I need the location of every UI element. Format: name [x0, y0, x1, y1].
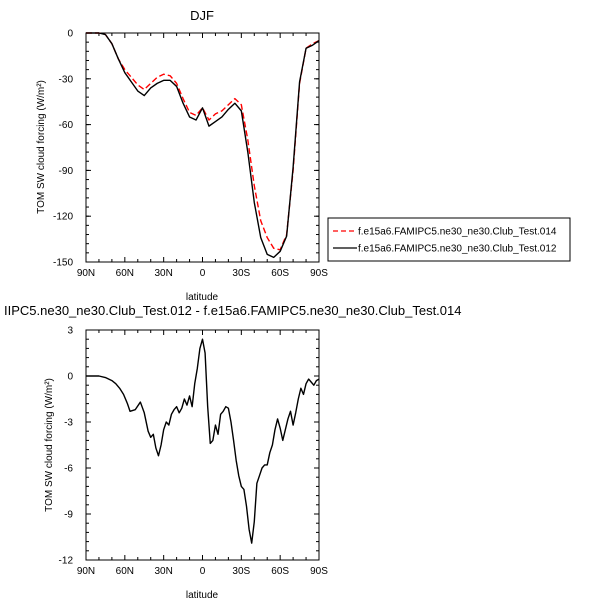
- bottom-plot-y-axis-label: TOM SW cloud forcing (W/m²): [44, 378, 55, 512]
- legend-label-test-012: f.e15a6.FAMIPC5.ne30_ne30.Club_Test.012: [358, 244, 557, 255]
- bottom-plot-y-tick-label: -12: [59, 556, 74, 567]
- top-plot-x-tick-label: 30N: [154, 268, 172, 279]
- top-plot-y-tick-label: -150: [53, 258, 73, 269]
- bottom-plot-y-tick-label: -3: [64, 418, 73, 429]
- top-plot-y-tick-label: -60: [59, 120, 74, 131]
- top-plot-series-line-1: [86, 32, 320, 259]
- bottom-plot-x-tick-label: 60S: [271, 566, 289, 577]
- top-plot-x-axis-label: latitude: [186, 292, 219, 303]
- bottom-plot-x-tick-label: 30N: [154, 566, 172, 577]
- top-plot: DJF 90N 60N 30N 0 30S 60S 90S 0 -30 -60 -90 -120 -15…: [36, 8, 571, 303]
- top-plot-y-tick-label: -30: [59, 74, 74, 85]
- top-plot-y-tick-label: -90: [59, 166, 74, 177]
- bottom-plot-x-tick-label: 0: [200, 566, 206, 577]
- bottom-plot-x-tick-label: 90N: [77, 566, 95, 577]
- bottom-plot-y-tick-label: -9: [64, 510, 73, 521]
- bottom-plot-x-axis-label: latitude: [186, 590, 219, 601]
- bottom-plot-frame: [85, 329, 320, 561]
- bottom-plot-y-tick-label: 0: [67, 372, 73, 383]
- top-plot-x-tick-label: 30S: [232, 268, 250, 279]
- bottom-plot-x-tick-label: 90S: [310, 566, 328, 577]
- top-plot-x-tick-label: 90N: [77, 268, 95, 279]
- bottom-plot-x-tick-label: 30S: [232, 566, 250, 577]
- top-plot-x-tick-label: 60N: [116, 268, 134, 279]
- legend-label-test-014: f.e15a6.FAMIPC5.ne30_ne30.Club_Test.014: [358, 227, 557, 238]
- top-plot-y-tick-label: -120: [53, 212, 73, 223]
- top-plot-frame: [85, 32, 320, 263]
- bottom-plot: IIPC5.ne30_ne30.Club_Test.012 - f.e15a6.…: [4, 303, 461, 601]
- top-plot-x-tick-label: 60S: [271, 268, 289, 279]
- bottom-plot-title: IIPC5.ne30_ne30.Club_Test.012 - f.e15a6.…: [4, 303, 461, 318]
- bottom-plot-y-tick-label: -6: [64, 464, 73, 475]
- bottom-plot-series-line-0: [86, 338, 320, 544]
- top-plot-title: DJF: [190, 8, 214, 23]
- top-plot-y-axis-label: TOM SW cloud forcing (W/m²): [36, 80, 47, 214]
- top-plot-legend: f.e15a6.FAMIPC5.ne30_ne30.Club_Test.014 …: [327, 217, 571, 262]
- bottom-plot-y-tick-label: 3: [67, 326, 73, 337]
- top-plot-x-tick-label: 0: [200, 268, 206, 279]
- top-plot-y-tick-label: 0: [67, 29, 73, 40]
- bottom-plot-x-tick-label: 60N: [116, 566, 134, 577]
- top-plot-x-tick-label: 90S: [310, 268, 328, 279]
- legend-box: [327, 217, 571, 262]
